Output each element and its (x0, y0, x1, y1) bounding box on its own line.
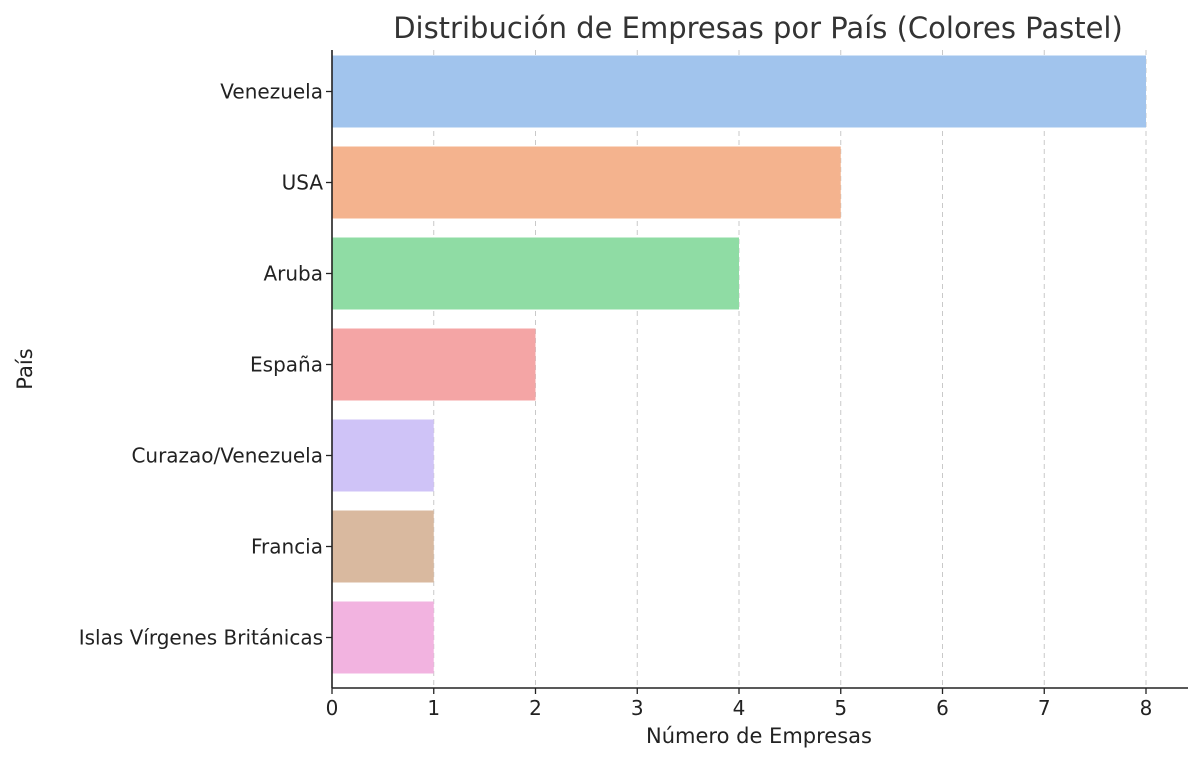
x-tick-label: 8 (1140, 696, 1153, 720)
bar-0 (332, 55, 1146, 128)
y-tick-labels: Venezuela USA Aruba España Curazao/Venezuela… (79, 80, 332, 650)
x-tick-label: 6 (936, 696, 949, 720)
x-tick-label: 7 (1038, 696, 1051, 720)
x-tick-label: 1 (427, 696, 440, 720)
y-axis-label: País (13, 348, 37, 389)
y-tick-label: Islas Vírgenes Británicas (79, 626, 323, 650)
x-tick-label: 3 (631, 696, 644, 720)
x-tick-label: 4 (733, 696, 746, 720)
bar-5 (332, 510, 434, 583)
bar-2 (332, 237, 739, 310)
x-tick-label: 5 (834, 696, 847, 720)
x-tick-labels: 0 1 2 3 4 5 6 7 8 (326, 688, 1153, 720)
grid-lines (433, 50, 1147, 688)
x-tick-label: 2 (529, 696, 542, 720)
bar-4 (332, 419, 434, 492)
axes (331, 50, 1188, 689)
x-axis-label: Número de Empresas (646, 724, 872, 748)
y-tick-label: Aruba (263, 262, 323, 286)
y-tick-label: España (250, 353, 323, 377)
y-tick-label: Francia (251, 535, 323, 559)
bars (332, 55, 1146, 674)
y-tick-label: USA (282, 171, 324, 195)
chart-title: Distribución de Empresas por País (Color… (393, 11, 1123, 45)
y-tick-label: Venezuela (220, 80, 323, 104)
y-tick-label: Curazao/Venezuela (131, 444, 323, 468)
bar-1 (332, 146, 841, 219)
bar-6 (332, 601, 434, 674)
bar-3 (332, 328, 536, 401)
x-tick-label: 0 (326, 696, 339, 720)
